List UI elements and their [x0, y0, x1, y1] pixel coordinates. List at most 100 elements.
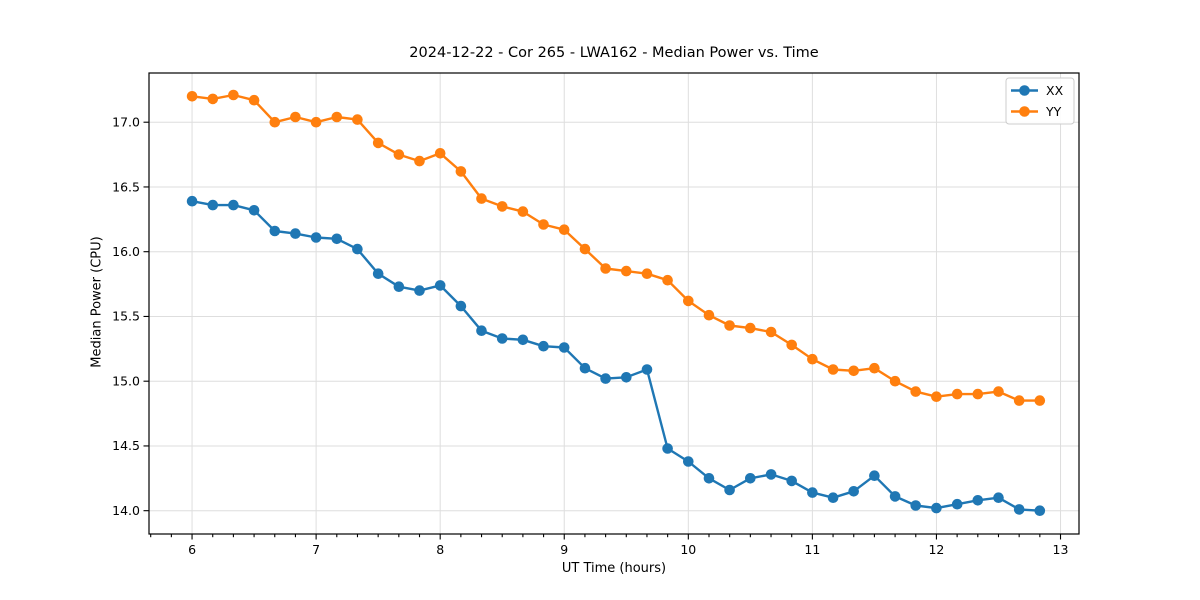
data-point: [558, 342, 570, 353]
data-point: [1034, 395, 1046, 406]
data-point: [745, 322, 756, 334]
data-point: [1013, 395, 1025, 406]
series-xx-line: [190, 199, 1042, 512]
data-point: [972, 495, 984, 506]
data-point: [352, 243, 363, 255]
axis-ticks: [143, 121, 1062, 540]
data-point: [558, 224, 570, 235]
data-point: [951, 388, 963, 400]
data-point: [228, 89, 239, 101]
series-yy-markers: [186, 89, 1046, 406]
x-tick-label: 6: [188, 542, 196, 557]
legend-swatch-marker: [1019, 85, 1030, 96]
data-point: [538, 219, 549, 230]
data-point: [703, 473, 715, 484]
data-point: [951, 498, 963, 510]
data-point: [1013, 504, 1025, 515]
data-point: [869, 470, 880, 482]
x-tick-label: 12: [928, 542, 944, 557]
tick-labels: 6 7 8 9 10 11 12 13 14.0 14.5 15.0 15.5 16.0 16.5 17.0: [112, 115, 1068, 557]
data-point: [414, 285, 425, 296]
legend-label: XX: [1046, 83, 1064, 98]
data-point: [476, 325, 487, 337]
data-point: [724, 320, 735, 331]
data-point: [393, 281, 405, 293]
data-point: [310, 116, 322, 128]
data-point: [1034, 505, 1046, 516]
data-point: [786, 475, 797, 487]
data-point: [972, 388, 984, 400]
data-point: [207, 199, 219, 211]
data-point: [248, 94, 260, 106]
data-point: [993, 492, 1004, 504]
series-xx-markers: [186, 195, 1046, 516]
data-point: [331, 111, 343, 123]
legend-swatch-marker: [1019, 106, 1030, 117]
series-yy-line: [190, 93, 1042, 402]
data-point: [931, 391, 942, 403]
data-point: [745, 473, 756, 484]
data-point: [496, 201, 508, 212]
series-xx: [186, 195, 1046, 516]
data-point: [269, 116, 281, 128]
data-point: [434, 280, 446, 291]
data-point: [186, 91, 198, 102]
data-point: [455, 300, 467, 312]
x-tick-label: 9: [560, 542, 568, 557]
data-point: [889, 491, 901, 502]
x-tick-label: 10: [680, 542, 696, 557]
data-point: [538, 340, 549, 352]
series-yy: [186, 89, 1046, 406]
data-point: [724, 484, 735, 496]
data-point: [848, 486, 859, 497]
data-point: [931, 502, 942, 514]
data-point: [641, 364, 653, 375]
x-tick-label: 8: [436, 542, 444, 557]
data-point: [910, 500, 921, 511]
data-point: [352, 114, 363, 125]
legend-item-xx: XX: [1011, 83, 1064, 98]
data-point: [662, 443, 673, 454]
legend-item-yy: YY: [1011, 104, 1062, 119]
data-point: [600, 263, 611, 274]
data-point: [993, 386, 1004, 397]
data-point: [372, 137, 384, 149]
data-point: [207, 93, 219, 105]
data-point: [517, 206, 529, 217]
data-point: [621, 265, 632, 277]
legend-box: [1005, 77, 1075, 125]
data-point: [496, 333, 508, 344]
data-point: [827, 492, 839, 504]
gridlines: [149, 73, 1079, 534]
data-point: [807, 353, 818, 365]
data-point: [869, 362, 880, 374]
data-point: [372, 268, 384, 280]
data-point: [393, 149, 405, 160]
data-point: [579, 243, 591, 255]
legend-label: YY: [1045, 104, 1062, 119]
y-tick-label: 14.5: [112, 438, 140, 453]
data-point: [848, 365, 859, 377]
y-tick-label: 16.5: [112, 179, 140, 194]
y-axis-label: Median Power (CPU): [89, 236, 105, 368]
data-point: [889, 375, 901, 387]
axes-frame: [148, 72, 1080, 535]
y-tick-label: 17.0: [112, 115, 140, 130]
data-point: [703, 309, 715, 321]
x-tick-label: 13: [1053, 542, 1069, 557]
data-point: [476, 193, 487, 204]
data-point: [269, 225, 281, 237]
data-point: [683, 295, 694, 307]
data-point: [331, 233, 343, 245]
data-point: [600, 373, 611, 384]
data-point: [765, 469, 777, 480]
data-point: [290, 111, 301, 123]
data-point: [641, 268, 653, 280]
y-tick-label: 15.0: [112, 373, 140, 388]
data-point: [765, 326, 777, 338]
x-axis-label: UT Time (hours): [561, 561, 667, 576]
data-point: [290, 228, 301, 239]
y-tick-label: 15.5: [112, 309, 140, 324]
data-point: [228, 199, 239, 211]
